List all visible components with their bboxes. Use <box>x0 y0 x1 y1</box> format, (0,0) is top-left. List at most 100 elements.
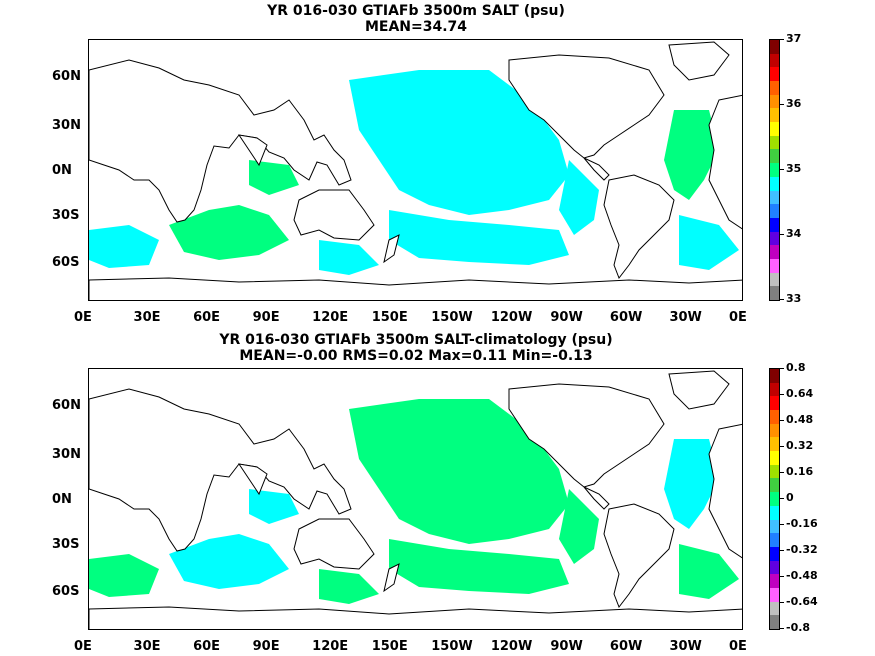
colorbar-label: 0.64 <box>786 387 814 400</box>
panel2-map <box>88 368 743 630</box>
colorbar-segment <box>770 122 779 137</box>
colorbar-segment <box>770 519 779 534</box>
coastline <box>89 277 742 300</box>
lon-tick-label: 60W <box>609 310 643 325</box>
ocean-field-region <box>249 489 299 524</box>
lon-tick-label: 120E <box>312 639 349 654</box>
colorbar-segment <box>770 176 779 191</box>
colorbar-label: 37 <box>786 32 802 45</box>
colorbar-segment <box>770 94 779 109</box>
lon-tick-label: 150W <box>431 310 473 325</box>
colorbar-segment <box>770 108 779 123</box>
colorbar-segment <box>770 533 779 548</box>
colorbar-label: -0.16 <box>786 517 818 530</box>
lon-tick-label: 0E <box>729 639 747 654</box>
lon-tick-label: 0E <box>729 310 747 325</box>
colorbar-tick <box>780 524 784 525</box>
colorbar-tick <box>780 169 784 170</box>
colorbar-segment <box>770 492 779 507</box>
colorbar-segment <box>770 437 779 452</box>
ocean-field-region <box>89 225 159 268</box>
coastline <box>293 189 375 241</box>
coastline <box>583 486 610 510</box>
ocean-field-region <box>349 399 569 544</box>
colorbar-segment <box>770 615 779 630</box>
colorbar-segment <box>770 231 779 246</box>
ocean-field-region <box>349 70 569 215</box>
lon-tick-label: 60W <box>609 639 643 654</box>
lon-tick-label: 0E <box>74 639 92 654</box>
colorbar-segment <box>770 587 779 603</box>
ocean-field-region <box>389 210 569 265</box>
colorbar-tick <box>780 394 784 395</box>
coastline <box>237 134 268 167</box>
colorbar-label: 36 <box>786 97 802 110</box>
lat-tick-label: 30N <box>52 447 81 462</box>
colorbar-strip <box>769 368 780 630</box>
colorbar-segment <box>770 560 779 575</box>
coastline <box>708 423 742 559</box>
colorbar-segment <box>770 53 779 68</box>
lon-tick-label: 150E <box>371 639 408 654</box>
lon-tick-label: 90W <box>550 639 583 654</box>
lon-tick-label: 90E <box>252 310 280 325</box>
lat-tick-label: 30S <box>52 537 80 552</box>
lat-tick-label: 60N <box>52 398 81 413</box>
coastline <box>603 174 675 280</box>
ocean-field-region <box>89 554 159 597</box>
colorbar-segment <box>770 149 779 164</box>
colorbar-segment <box>770 423 779 438</box>
coastline <box>603 503 675 609</box>
colorbar-tick <box>780 628 784 629</box>
lat-tick-label: 30S <box>52 208 80 223</box>
colorbar-label: -0.64 <box>786 595 818 608</box>
colorbar-segment <box>770 135 779 150</box>
colorbar-segment <box>770 546 779 562</box>
coastline <box>383 234 400 264</box>
colorbar-segment <box>770 67 779 82</box>
coastline <box>508 54 665 159</box>
colorbar-tick <box>780 498 784 499</box>
colorbar-segment <box>770 245 779 260</box>
colorbar-tick <box>780 550 784 551</box>
map-canvas <box>89 370 742 629</box>
colorbar-segment <box>770 258 779 274</box>
lon-tick-label: 120W <box>490 639 533 654</box>
colorbar-label: 35 <box>786 162 802 175</box>
lon-tick-label: 30W <box>669 639 702 654</box>
lon-tick-label: 90W <box>550 310 583 325</box>
coastline <box>583 157 610 181</box>
lat-tick-label: 60N <box>52 69 81 84</box>
colorbar-tick <box>780 299 784 300</box>
lon-tick-label: 60E <box>193 310 221 325</box>
colorbar-segment <box>770 81 779 96</box>
colorbar-label: -0.8 <box>786 621 811 634</box>
coastline <box>89 388 352 552</box>
ocean-field-region <box>679 215 739 270</box>
colorbar-segment <box>770 410 779 425</box>
colorbar-label: 0.32 <box>786 439 814 452</box>
panel2-stats: MEAN=-0.00 RMS=0.02 Max=0.11 Min=-0.13 <box>239 348 593 364</box>
coastline <box>668 370 730 410</box>
coastline <box>89 59 352 223</box>
lon-tick-label: 30E <box>133 310 161 325</box>
coastline <box>708 94 742 230</box>
colorbar-segment <box>770 40 779 55</box>
colorbar-segment <box>770 163 779 178</box>
colorbar-label: 33 <box>786 292 802 305</box>
lat-tick-label: 0N <box>52 492 72 507</box>
colorbar-segment <box>770 505 779 520</box>
lon-tick-label: 90E <box>252 639 280 654</box>
coastline <box>383 563 400 593</box>
colorbar-segment <box>770 369 779 384</box>
ocean-field-region <box>319 240 379 275</box>
lat-tick-label: 0N <box>52 163 72 178</box>
ocean-field-region <box>664 439 719 529</box>
ocean-field-region <box>679 544 739 599</box>
colorbar-tick <box>780 576 784 577</box>
ocean-field-region <box>169 534 289 589</box>
colorbar-segment <box>770 204 779 219</box>
colorbar-segment <box>770 217 779 233</box>
lat-tick-label: 60S <box>52 584 80 599</box>
colorbar-label: -0.32 <box>786 543 818 556</box>
